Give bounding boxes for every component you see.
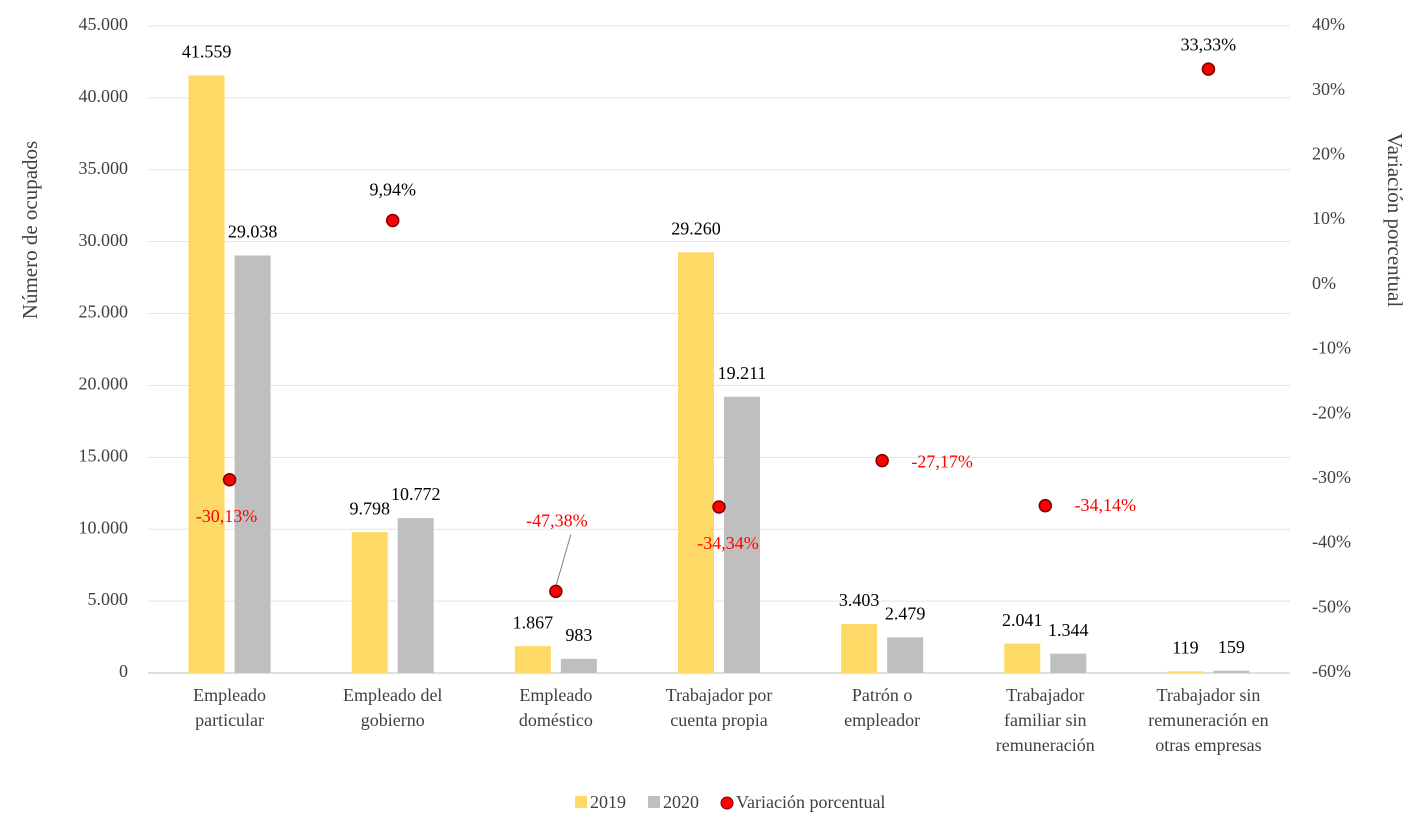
- y-tick-label: 30.000: [79, 230, 129, 250]
- point: [1038, 498, 1053, 513]
- y-tick-label: 40.000: [79, 86, 129, 106]
- y2-tick-label: 40%: [1312, 14, 1345, 34]
- legend-label: 2019: [590, 792, 626, 812]
- legend-swatch: [648, 796, 660, 808]
- x-tick-label: Trabajador: [1006, 685, 1084, 705]
- legend-swatch: [575, 796, 587, 808]
- y2-tick-label: 20%: [1312, 144, 1345, 164]
- legend-label: 2020: [663, 792, 699, 812]
- x-tick-label: doméstico: [519, 710, 593, 730]
- data-label: 3.403: [839, 590, 880, 610]
- x-tick-label: particular: [195, 710, 264, 730]
- data-label: -27,17%: [911, 452, 973, 472]
- x-tick-label: Patrón o: [852, 685, 913, 705]
- y2-tick-label: -30%: [1312, 467, 1351, 487]
- x-tick-label: cuenta propia: [670, 710, 767, 730]
- x-tick-label: gobierno: [361, 710, 425, 730]
- legend-label: Variación porcentual: [736, 792, 885, 812]
- point: [222, 472, 237, 487]
- y-axis-title: Número de ocupados: [18, 141, 42, 319]
- x-tick-label: otras empresas: [1155, 735, 1261, 755]
- bar: [1050, 653, 1087, 673]
- bar: [351, 532, 388, 673]
- point: [385, 213, 400, 228]
- data-label: 2.041: [1002, 610, 1043, 630]
- data-label: -47,38%: [526, 510, 588, 530]
- bar: [397, 518, 434, 673]
- data-label: 33,33%: [1181, 34, 1237, 54]
- y-tick-label: 45.000: [79, 14, 129, 34]
- data-label: -34,14%: [1075, 495, 1137, 515]
- bar: [188, 75, 225, 673]
- data-label: 29.260: [671, 218, 721, 238]
- x-tick-label: Trabajador sin: [1157, 685, 1261, 705]
- y-tick-label: 0: [119, 661, 128, 681]
- bar: [560, 658, 597, 673]
- data-label: 159: [1218, 637, 1245, 657]
- x-tick-label: familiar sin: [1004, 710, 1086, 730]
- point: [875, 453, 889, 468]
- x-tick-label: empleador: [844, 710, 920, 730]
- bar: [678, 252, 714, 674]
- bar: [887, 637, 924, 673]
- data-label: 983: [565, 625, 592, 645]
- x-tick-label: Empleado: [519, 685, 592, 705]
- point: [549, 584, 563, 599]
- point: [1201, 62, 1216, 76]
- y-tick-label: 35.000: [79, 158, 129, 178]
- bar: [1167, 671, 1204, 673]
- y2-tick-label: -20%: [1312, 402, 1351, 422]
- y2-tick-label: 10%: [1312, 208, 1345, 228]
- bar: [1004, 643, 1041, 673]
- data-label: 10.772: [391, 484, 441, 504]
- x-tick-label: remuneración en: [1148, 710, 1268, 730]
- x-tick-label: Empleado: [193, 685, 266, 705]
- data-label: -30,13%: [196, 506, 258, 526]
- y-tick-label: 5.000: [88, 589, 129, 609]
- bar: [724, 396, 760, 673]
- y-tick-label: 25.000: [79, 302, 129, 322]
- y2-tick-label: -10%: [1312, 338, 1351, 358]
- data-label: 9,94%: [369, 180, 416, 200]
- point: [712, 500, 726, 514]
- data-label: 41.559: [182, 42, 232, 62]
- y2-tick-label: 30%: [1312, 79, 1345, 99]
- y2-axis-title: Variación porcentual: [1383, 133, 1407, 308]
- y2-tick-label: 0%: [1312, 273, 1336, 293]
- data-label: -34,34%: [697, 533, 759, 553]
- data-label: 29.038: [228, 222, 278, 242]
- y-tick-label: 15.000: [79, 445, 129, 465]
- y-tick-label: 10.000: [79, 517, 129, 537]
- data-label: 2.479: [885, 603, 926, 623]
- bar: [234, 255, 271, 673]
- legend-swatch: [720, 796, 734, 810]
- y2-tick-label: -40%: [1312, 532, 1351, 552]
- data-label: 1.867: [513, 612, 554, 632]
- x-tick-label: Trabajador por: [666, 685, 773, 705]
- leader-line: [555, 534, 572, 587]
- data-label: 1.344: [1048, 620, 1089, 640]
- data-label: 19.211: [718, 363, 767, 383]
- x-tick-label: remuneración: [996, 735, 1095, 755]
- bar: [1213, 670, 1250, 673]
- y2-tick-label: -50%: [1312, 596, 1351, 616]
- data-label: 9.798: [349, 498, 390, 518]
- bar: [841, 624, 878, 673]
- y2-tick-label: -60%: [1312, 661, 1351, 681]
- y-tick-label: 20.000: [79, 374, 129, 394]
- bar: [514, 646, 551, 673]
- x-tick-label: Empleado del: [343, 685, 442, 705]
- data-label: 119: [1172, 637, 1198, 657]
